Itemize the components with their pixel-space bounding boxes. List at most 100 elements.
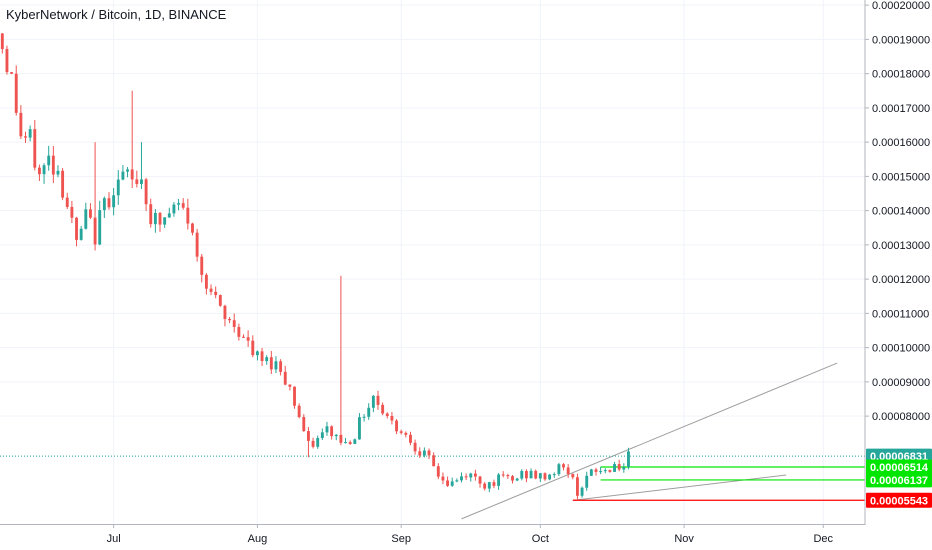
y-tick-label: 0.00020000 xyxy=(872,0,930,12)
candle-body xyxy=(283,371,287,385)
candle-body xyxy=(483,483,487,489)
candle-body xyxy=(14,73,18,113)
candle-body xyxy=(144,179,148,205)
candle-body xyxy=(84,209,88,229)
candle-body xyxy=(93,217,97,245)
candle-body xyxy=(140,179,143,184)
candle-body xyxy=(381,404,385,414)
candle-body xyxy=(362,416,366,418)
candle-body xyxy=(0,33,4,50)
candle-body xyxy=(330,426,334,437)
candle-body xyxy=(427,450,431,456)
candle-body xyxy=(232,320,236,327)
y-tick-label: 0.00018000 xyxy=(872,69,930,81)
y-axis[interactable]: 0.00020000 0.00019000 0.00018000 0.00017000… xyxy=(865,0,930,423)
y-tick-label: 0.00019000 xyxy=(872,34,930,46)
candle-body xyxy=(529,470,533,479)
x-tick-label: Dec xyxy=(813,533,833,545)
candle-body xyxy=(251,340,255,356)
candle-body xyxy=(589,469,593,476)
candle-body xyxy=(279,361,283,372)
candle-body xyxy=(135,179,139,184)
x-tick-label: Oct xyxy=(532,533,549,545)
candle-body xyxy=(344,442,347,444)
trend-line xyxy=(572,474,787,501)
candle-body xyxy=(311,440,315,447)
candle-body xyxy=(585,475,589,488)
price-tag-label: 0.00006514 xyxy=(870,462,929,474)
candle-body xyxy=(242,336,245,338)
candle-body xyxy=(534,470,538,479)
candle-body xyxy=(339,434,343,443)
y-tick-label: 0.00014000 xyxy=(872,206,930,218)
candle-body xyxy=(265,357,269,362)
candle-body xyxy=(622,467,626,470)
candle-body xyxy=(506,475,510,477)
candle-body xyxy=(65,197,69,207)
candle-body xyxy=(487,482,491,489)
candle-body xyxy=(320,432,324,439)
candles-series xyxy=(0,33,630,500)
candle-body xyxy=(371,395,375,408)
y-tick-label: 0.00009000 xyxy=(872,377,930,389)
candle-body xyxy=(599,471,603,473)
candle-body xyxy=(608,470,612,472)
candle-body xyxy=(413,442,417,452)
candle-body xyxy=(42,165,46,175)
candle-body xyxy=(390,415,394,421)
candle-body xyxy=(548,474,552,480)
candle-body xyxy=(302,417,306,432)
candle-body xyxy=(316,438,320,447)
y-tick-label: 0.00008000 xyxy=(872,411,930,423)
candle-body xyxy=(163,217,167,225)
candle-body xyxy=(515,478,519,481)
candle-body xyxy=(576,477,579,496)
candle-body xyxy=(130,169,134,180)
candle-body xyxy=(158,212,162,225)
y-tick-label: 0.00013000 xyxy=(872,240,930,252)
candle-body xyxy=(603,470,607,472)
candle-body xyxy=(617,464,621,470)
candle-body xyxy=(460,476,463,481)
candle-body xyxy=(186,207,190,224)
candle-body xyxy=(75,217,78,240)
candle-body xyxy=(214,291,218,296)
price-tag-box xyxy=(866,472,932,488)
candle-body xyxy=(28,129,32,138)
price-tag-box xyxy=(866,459,932,475)
candle-body xyxy=(325,426,329,433)
candle-body xyxy=(167,213,171,218)
candle-body xyxy=(204,274,208,289)
candle-body xyxy=(195,232,199,257)
candle-body xyxy=(24,136,27,138)
candle-body xyxy=(552,474,556,476)
candle-body xyxy=(348,442,352,444)
y-tick-label: 0.00010000 xyxy=(872,343,930,355)
candle-body xyxy=(19,112,23,137)
y-tick-label: 0.00012000 xyxy=(872,274,930,286)
x-axis[interactable]: Jul Aug Sep Oct Nov Dec xyxy=(107,524,834,545)
price-tag-label: 0.00006137 xyxy=(870,475,928,487)
candle-body xyxy=(218,295,222,306)
candle-body xyxy=(566,467,570,475)
candle-body xyxy=(306,431,310,441)
y-tick-label: 0.00016000 xyxy=(872,137,930,149)
candle-body xyxy=(543,473,547,480)
price-tag-box xyxy=(866,492,932,508)
candle-body xyxy=(260,351,264,362)
candle-body xyxy=(10,72,14,74)
candle-body xyxy=(200,256,204,275)
candle-body xyxy=(538,473,542,479)
candle-body xyxy=(61,170,65,198)
candle-body xyxy=(297,405,301,418)
candle-body xyxy=(51,155,55,175)
candle-body xyxy=(464,476,468,478)
candle-body xyxy=(98,210,102,245)
candle-body xyxy=(237,326,241,337)
candle-body xyxy=(395,420,398,432)
candle-body xyxy=(172,204,176,214)
candle-body xyxy=(613,464,616,472)
candle-body xyxy=(358,417,361,440)
